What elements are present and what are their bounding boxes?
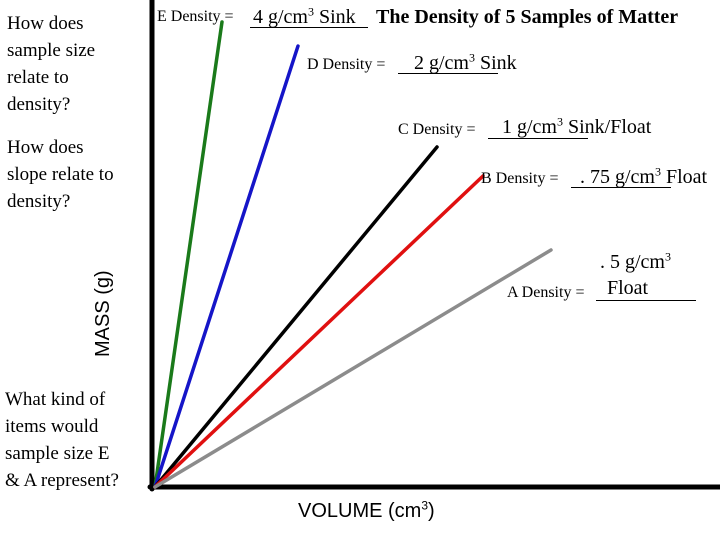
value-c-sup: 3 bbox=[557, 114, 563, 129]
value-e: 4 g/cm3 Sink bbox=[253, 4, 356, 29]
blank-d bbox=[398, 73, 498, 74]
value-d-density: 2 bbox=[414, 52, 424, 74]
blank-e bbox=[250, 27, 368, 28]
question-sample-size: How does sample size relate to density? bbox=[7, 13, 96, 115]
value-a-sup: 3 bbox=[665, 249, 671, 264]
value-e-result: Sink bbox=[319, 6, 356, 28]
value-d-result: Sink bbox=[480, 52, 517, 74]
label-b: B Density = bbox=[481, 170, 559, 187]
value-b-sup: 3 bbox=[655, 164, 661, 179]
x-axis-label-sup: 3 bbox=[421, 498, 429, 513]
value-c-result: Sink/Float bbox=[568, 116, 652, 138]
value-a-result: Float bbox=[607, 277, 649, 299]
label-d: D Density = bbox=[307, 56, 386, 73]
chart-title: The Density of 5 Samples of Matter bbox=[376, 6, 679, 28]
value-c: 1 g/cm3 Sink/Float bbox=[502, 114, 652, 139]
value-a-unit: g/cm bbox=[625, 251, 665, 273]
label-c: C Density = bbox=[398, 121, 476, 138]
value-c-unit: g/cm bbox=[517, 116, 557, 138]
value-d: 2 g/cm3 Sink bbox=[414, 50, 517, 75]
value-e-unit: g/cm bbox=[268, 6, 308, 28]
value-b-result: Float bbox=[666, 166, 708, 188]
value-a-density: . 5 bbox=[600, 251, 620, 273]
blank-c bbox=[488, 138, 588, 139]
x-axis-label: VOLUME (cm3) bbox=[298, 498, 435, 523]
series-line-b bbox=[153, 174, 485, 489]
label-a: A Density = bbox=[507, 284, 585, 301]
series-line-d bbox=[153, 44, 300, 489]
value-a-line1: . 5 g/cm3 bbox=[600, 249, 671, 274]
question-items: What kind of items would sample size E &… bbox=[5, 389, 119, 491]
question-slope: How does slope relate to density? bbox=[7, 137, 114, 212]
value-d-sup: 3 bbox=[469, 50, 475, 65]
value-b: . 75 g/cm3 Float bbox=[580, 164, 708, 189]
value-b-density: . 75 bbox=[580, 166, 610, 188]
y-axis-label: MASS (g) bbox=[92, 270, 114, 357]
x-axis-label-close: ) bbox=[428, 500, 435, 522]
series-line-a bbox=[153, 248, 553, 489]
blank-a bbox=[596, 300, 696, 301]
value-b-unit: g/cm bbox=[615, 166, 655, 188]
x-axis-label-text: VOLUME (cm bbox=[298, 500, 422, 522]
value-e-sup: 3 bbox=[308, 4, 314, 19]
series-line-e bbox=[153, 20, 224, 489]
value-e-density: 4 bbox=[253, 6, 263, 28]
value-c-density: 1 bbox=[502, 116, 512, 138]
value-d-unit: g/cm bbox=[429, 52, 469, 74]
label-e: E Density = bbox=[157, 8, 234, 25]
blank-b bbox=[571, 187, 671, 188]
series-line-c bbox=[153, 145, 439, 489]
